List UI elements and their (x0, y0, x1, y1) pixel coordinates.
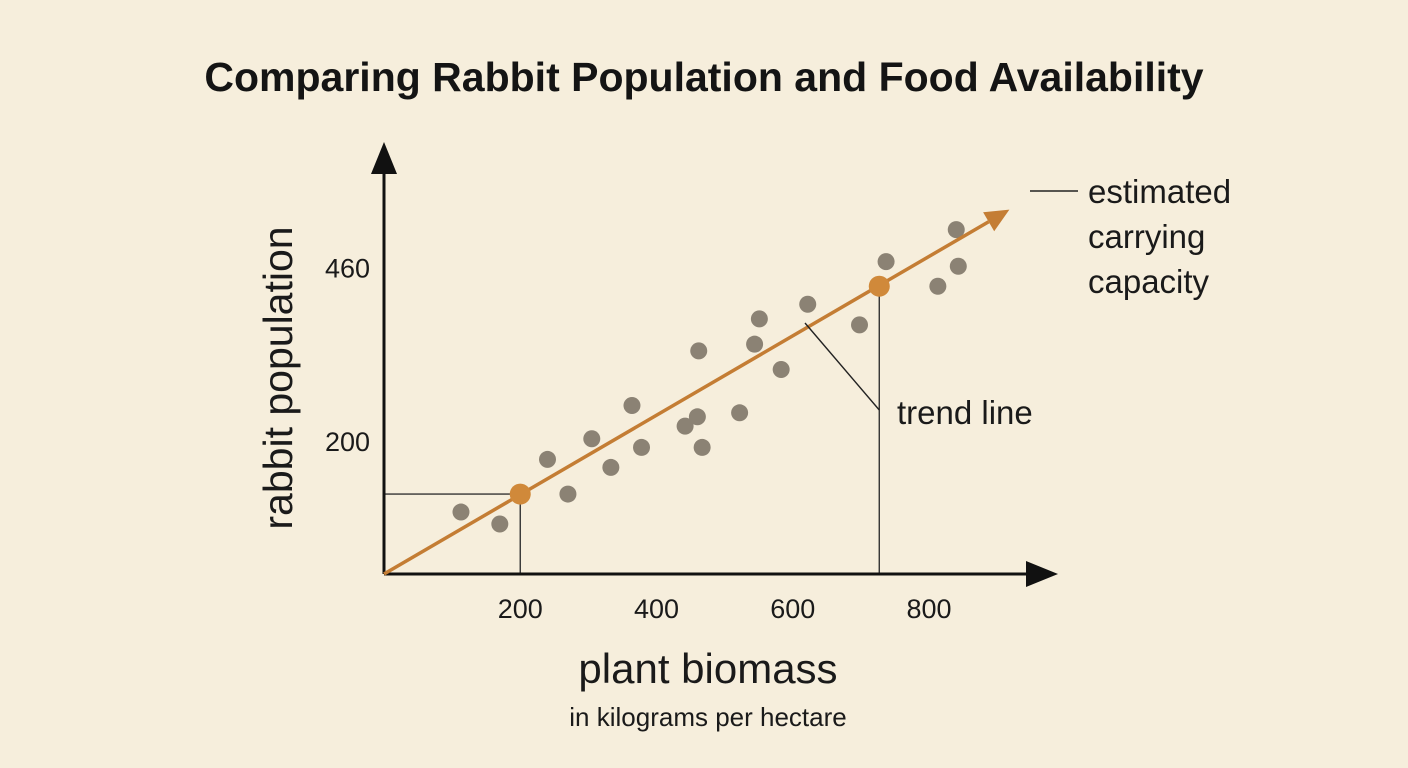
scatter-point (949, 257, 967, 275)
y-tick-label: 200 (325, 427, 370, 457)
y-axis-label: rabbit population (255, 226, 301, 529)
scatter-points (452, 221, 967, 533)
x-tick-label: 600 (770, 594, 815, 624)
x-axis-sublabel: in kilograms per hectare (569, 702, 846, 732)
scatter-point (731, 404, 749, 422)
scatter-point (877, 253, 895, 271)
scatter-point (947, 221, 965, 239)
chart-title: Comparing Rabbit Population and Food Ava… (204, 54, 1203, 100)
tick-labels: 200 400 600 800 200 460 (325, 254, 952, 624)
y-tick-label: 460 (325, 254, 370, 284)
trend-line-leader (804, 322, 880, 411)
x-axis-label: plant biomass (578, 645, 837, 692)
x-tick-label: 200 (498, 594, 543, 624)
trend-line-group (383, 209, 1010, 576)
trend-line-arrowhead (983, 209, 1010, 232)
carrying-capacity-annotation: estimated (1088, 173, 1231, 210)
scatter-point (693, 438, 711, 456)
annotations: trend line estimated carrying capacity (804, 173, 1231, 431)
scatter-point (851, 316, 869, 334)
x-axis-arrowhead (1026, 561, 1058, 587)
scatter-point (559, 485, 577, 503)
scatter-point (452, 503, 470, 521)
carrying-capacity-annotation: capacity (1088, 263, 1210, 300)
scatter-point (929, 277, 947, 295)
axes (371, 142, 1058, 587)
scatter-point (690, 342, 708, 360)
scatter-point (746, 335, 764, 353)
carrying-capacity-annotation: carrying (1088, 218, 1205, 255)
x-tick-label: 800 (906, 594, 951, 624)
scatter-point (688, 408, 706, 426)
scatter-point (799, 295, 817, 313)
scatter-point (602, 458, 620, 476)
y-axis-arrowhead (371, 142, 397, 174)
scatter-point (623, 396, 641, 414)
scatter-point (676, 417, 694, 435)
x-tick-label: 400 (634, 594, 679, 624)
highlight-point-low (509, 483, 531, 505)
scatter-point (772, 360, 790, 378)
scatter-point (750, 310, 768, 328)
scatter-point (539, 450, 556, 468)
scatter-point (583, 430, 601, 448)
highlight-point-carrying-capacity (868, 275, 890, 297)
scatter-point (491, 515, 509, 533)
scatter-point (633, 438, 651, 456)
trend-line-annotation: trend line (897, 394, 1033, 431)
